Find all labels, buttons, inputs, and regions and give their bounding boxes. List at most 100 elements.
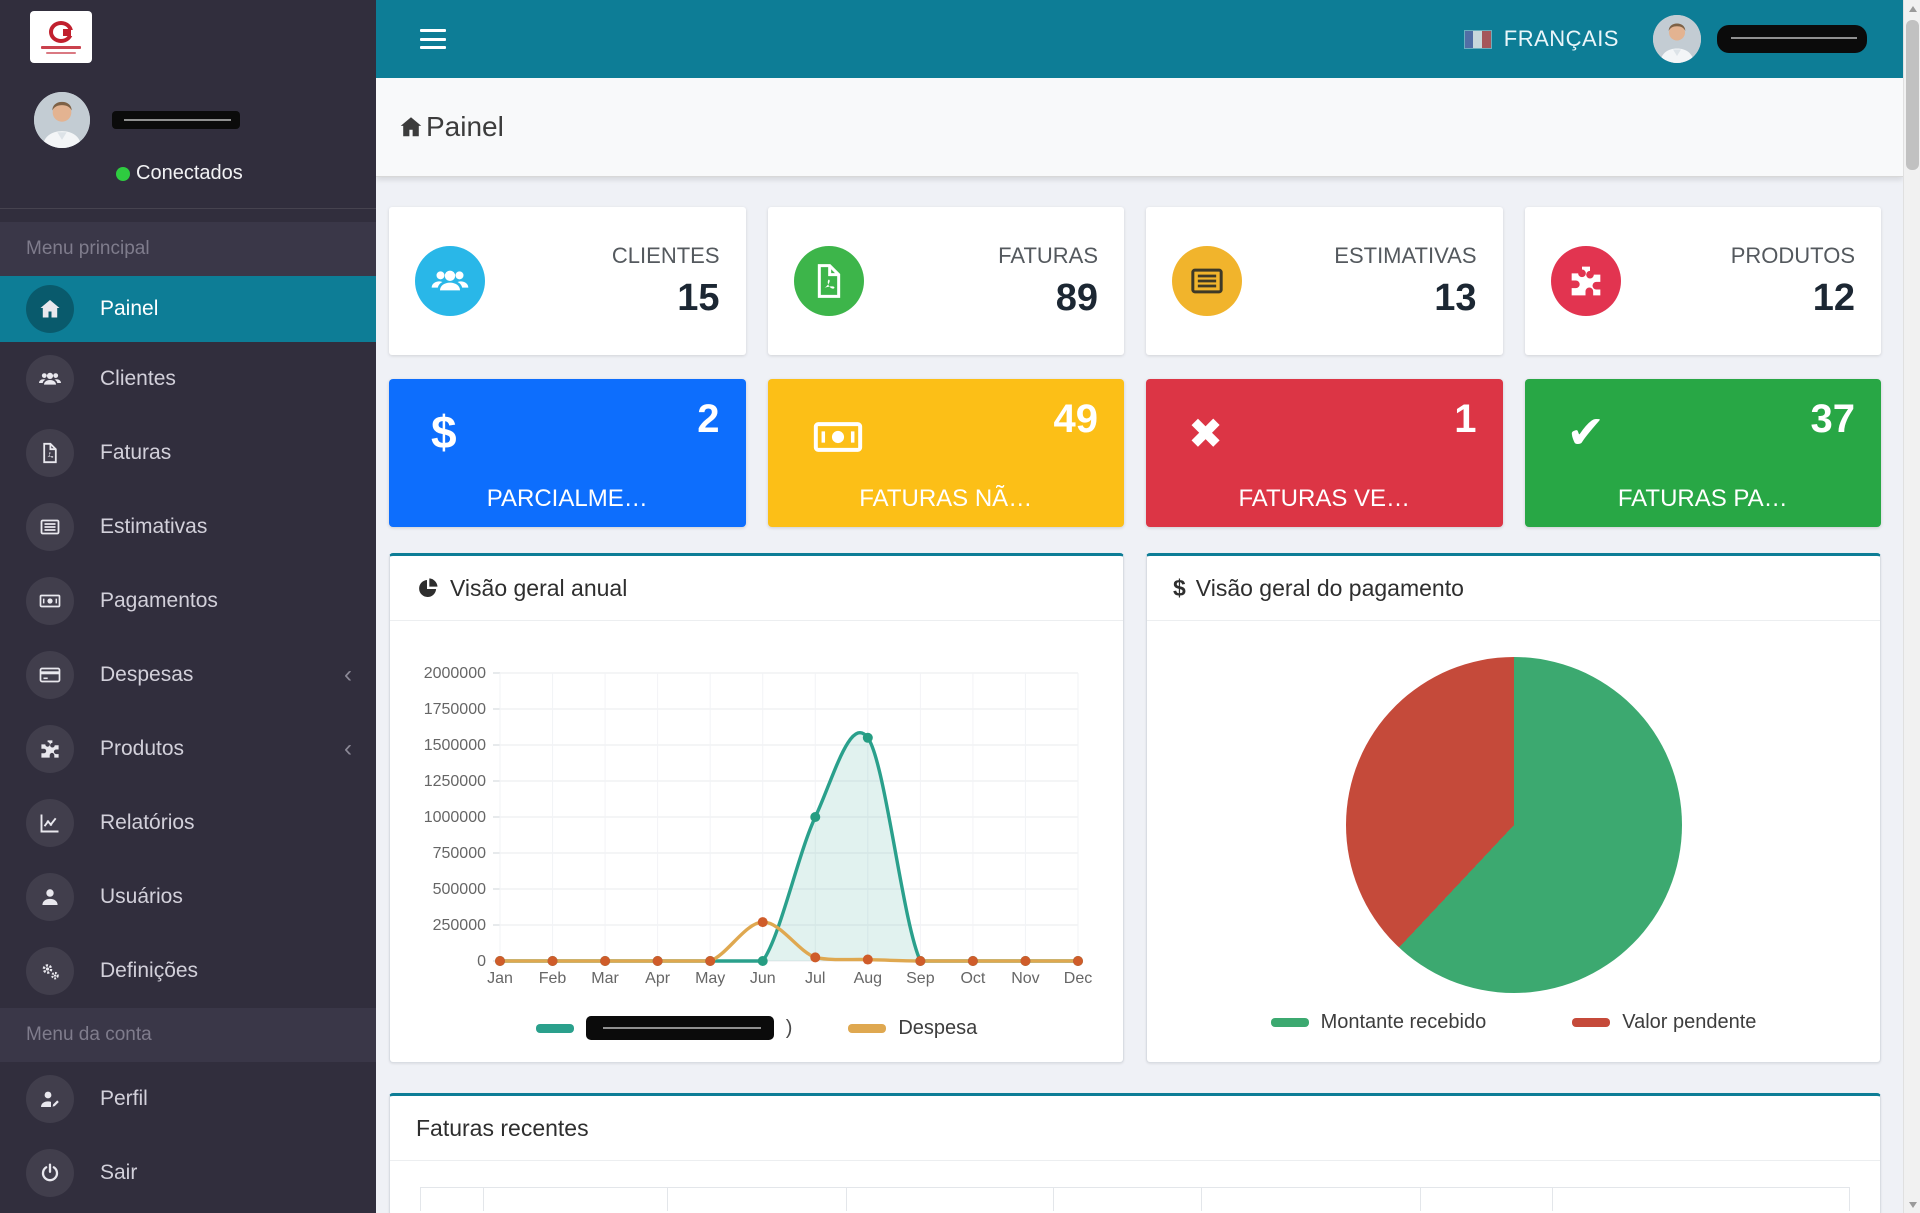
svg-text:1500000: 1500000	[424, 737, 486, 754]
sidebar-item-label: Perfil	[100, 1087, 148, 1110]
stat-card-estimativas: ESTIMATIVAS 13	[1146, 207, 1503, 355]
legend-item-redacted[interactable]: )	[535, 1016, 792, 1040]
stat-card-label: CLIENTES	[611, 242, 720, 268]
stat-card-label: PRODUTOS	[1730, 242, 1855, 268]
annual-overview-panel: Visão geral anual 2000000 1750000 1500000 1…	[389, 553, 1124, 1063]
line-chart: 2000000 1750000 1500000 1250000 1000000 75000…	[424, 665, 1093, 987]
summary-card-value: 37	[1810, 397, 1856, 441]
vertical-scrollbar[interactable]	[1903, 0, 1920, 1213]
summary-card-parcialme[interactable]: $2 PARCIALME…	[389, 379, 746, 527]
legend-item-despesa[interactable]: Despesa	[848, 1017, 977, 1040]
table-header-cell	[1552, 1187, 1850, 1211]
summary-cards-row: $2 PARCIALME… 49 FATURAS NÃ… ✖ 1 FATURAS VE… ✔ 3…	[389, 379, 1881, 527]
svg-text:Aug: Aug	[854, 970, 882, 987]
sidebar-item-label: Relatórios	[100, 811, 195, 834]
scroll-down-arrow[interactable]	[1904, 1196, 1920, 1213]
topbar-avatar	[1653, 15, 1701, 63]
topbar-user-menu[interactable]	[1653, 15, 1867, 63]
recent-invoices-panel: Faturas recentes	[389, 1093, 1881, 1213]
sidebar-item-despesas[interactable]: Despesas ‹	[0, 638, 376, 712]
svg-text:1750000: 1750000	[424, 701, 486, 718]
svg-text:Feb: Feb	[539, 970, 567, 987]
svg-text:2000000: 2000000	[424, 665, 486, 682]
company-logo[interactable]	[30, 11, 92, 63]
legend-swatch	[535, 1023, 574, 1033]
payment-overview-title: $ Visão geral do pagamento	[1147, 556, 1880, 621]
legend-item-valor-pendente[interactable]: Valor pendente	[1572, 1011, 1756, 1034]
stat-card-clientes: CLIENTES 15	[389, 207, 746, 355]
line-chart-legend: ) Despesa	[390, 995, 1123, 1061]
sidebar-item-relatorios[interactable]: Relatórios	[0, 786, 376, 860]
dashboard-content: CLIENTES 15 FATURAS 89 ESTIMATIVAS 13 PRODUTOS…	[376, 177, 1903, 1213]
stat-card-value: 12	[1812, 276, 1855, 319]
sidebar-item-label: Painel	[100, 297, 159, 320]
sidebar-item-sair[interactable]: Sair	[0, 1136, 376, 1210]
sidebar-item-label: Pagamentos	[100, 589, 218, 612]
stat-card-value: 15	[677, 276, 720, 319]
table-header-cell	[420, 1187, 483, 1211]
svg-text:Jan: Jan	[487, 970, 513, 987]
france-flag-icon	[1463, 29, 1492, 49]
sidebar-item-painel[interactable]: Painel	[0, 276, 376, 342]
scrollbar-thumb[interactable]	[1906, 20, 1919, 170]
recent-invoices-table	[420, 1187, 1850, 1211]
sidebar-item-clientes[interactable]: Clientes	[0, 342, 376, 416]
stat-card-label: FATURAS	[998, 242, 1098, 268]
sidebar-item-definicoes[interactable]: Definições	[0, 934, 376, 1008]
sidebar-menu-main: Painel Clientes Faturas Estimativas Pagament…	[0, 276, 376, 1008]
sidebar-item-estimativas[interactable]: Estimativas	[0, 490, 376, 564]
svg-text:Jul: Jul	[805, 970, 825, 987]
table-header-cell	[1201, 1187, 1420, 1211]
online-status-label: Conectados	[136, 162, 243, 184]
svg-text:Dec: Dec	[1064, 970, 1092, 987]
sidebar: Conectados Menu principal Painel Clientes…	[0, 0, 376, 1213]
dollar-icon: $	[431, 406, 457, 458]
scroll-up-arrow[interactable]	[1904, 0, 1920, 17]
sidebar-item-usuarios[interactable]: Usuários	[0, 860, 376, 934]
language-label: FRANÇAIS	[1503, 26, 1619, 51]
svg-text:750000: 750000	[433, 845, 486, 862]
online-status-icon	[116, 166, 130, 181]
payment-overview-panel: $ Visão geral do pagamento Montante rece…	[1146, 553, 1881, 1063]
stat-card-value: 13	[1434, 276, 1477, 319]
legend-label: Valor pendente	[1622, 1011, 1757, 1033]
table-header-cell	[1420, 1187, 1552, 1211]
sidebar-item-pagamentos[interactable]: Pagamentos	[0, 564, 376, 638]
file-pdf-icon	[26, 429, 74, 477]
recent-invoices-title: Faturas recentes	[390, 1096, 1880, 1161]
credit-card-icon	[26, 651, 74, 699]
users-icon	[415, 246, 485, 316]
file-pdf-icon	[793, 246, 864, 316]
users-icon	[26, 355, 74, 403]
svg-text:May: May	[695, 970, 725, 987]
summary-card-faturas-ve[interactable]: ✖ 1 FATURAS VE…	[1146, 379, 1503, 527]
pie-chart-icon	[419, 578, 438, 597]
sidebar-item-label: Sair	[100, 1161, 138, 1184]
summary-card-value: 49	[1053, 397, 1099, 441]
summary-card-faturas-pa[interactable]: ✔ 37 FATURAS PA…	[1524, 379, 1881, 527]
sidebar-item-faturas[interactable]: Faturas	[0, 416, 376, 490]
sidebar-item-perfil[interactable]: Perfil	[0, 1062, 376, 1136]
svg-text:500000: 500000	[433, 881, 486, 898]
user-avatar	[34, 92, 90, 148]
topbar: FRANÇAIS	[376, 0, 1903, 78]
puzzle-icon	[1550, 246, 1621, 316]
language-selector[interactable]: FRANÇAIS	[1463, 26, 1619, 52]
sidebar-item-label: Definições	[100, 959, 199, 982]
legend-item-montante-recebido[interactable]: Montante recebido	[1270, 1011, 1486, 1034]
legend-swatch	[848, 1023, 887, 1033]
svg-text:Oct: Oct	[960, 970, 985, 987]
sidebar-item-produtos[interactable]: Produtos ‹	[0, 712, 376, 786]
hamburger-menu-icon[interactable]	[420, 29, 446, 49]
stat-card-value: 89	[1055, 276, 1098, 319]
chevron-left-icon: ‹	[344, 661, 352, 688]
sidebar-item-label: Estimativas	[100, 515, 208, 538]
cogs-icon	[26, 947, 74, 995]
logo-mark-icon	[49, 20, 73, 43]
sidebar-item-label: Clientes	[100, 367, 176, 390]
menu-account-section-label: Menu da conta	[0, 1008, 376, 1062]
puzzle-icon	[26, 725, 74, 773]
summary-card-faturas-na[interactable]: 49 FATURAS NÃ…	[767, 379, 1124, 527]
summary-card-value: 2	[697, 397, 720, 441]
table-header-cell	[846, 1187, 1053, 1211]
